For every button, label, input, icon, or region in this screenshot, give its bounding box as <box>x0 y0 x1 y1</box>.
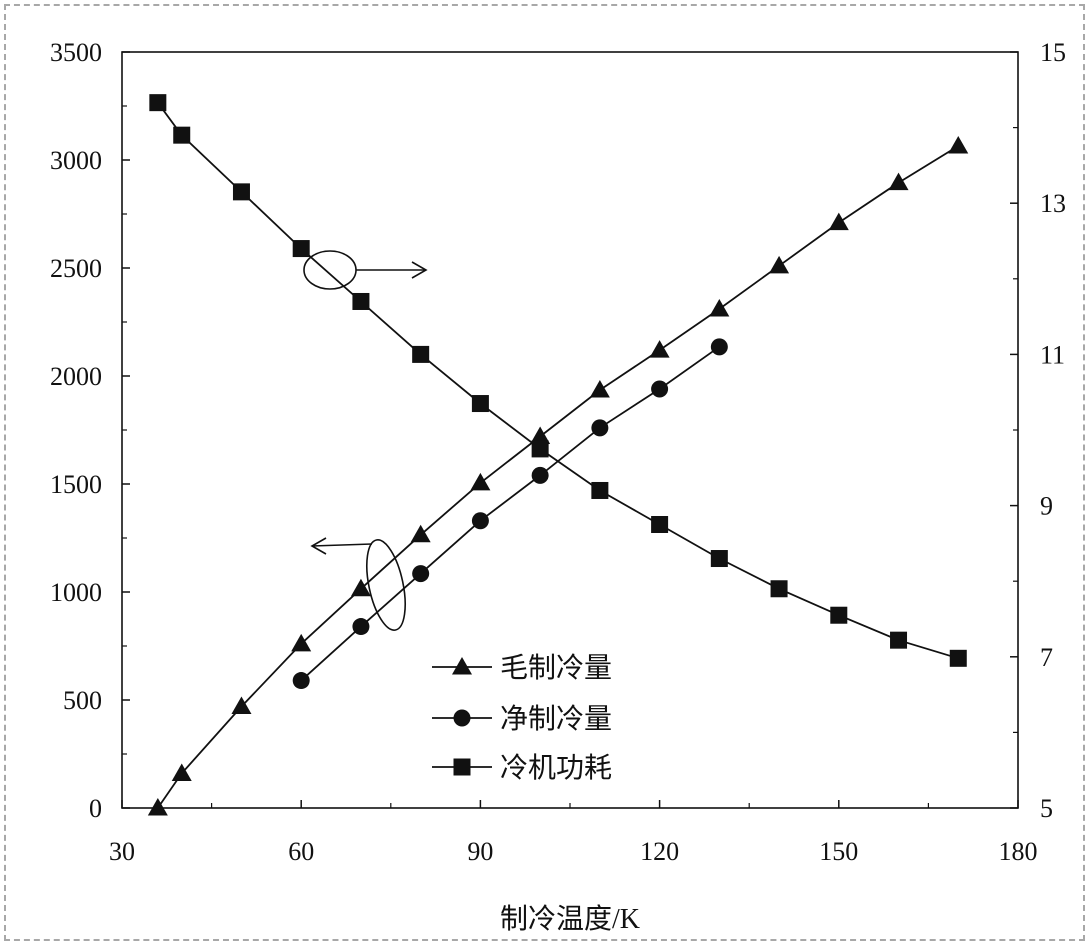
series-3-point <box>232 183 250 201</box>
series-1-point <box>410 524 431 543</box>
image-frame <box>4 4 1085 941</box>
legend-marker-square <box>453 758 471 776</box>
series-2-point <box>531 466 549 484</box>
series-1-point <box>231 696 252 714</box>
series-1-point <box>769 255 790 274</box>
series-1-point <box>649 340 670 358</box>
y-tick-label: 1000 <box>50 578 102 607</box>
series-2-point <box>710 338 728 356</box>
axis-indicator-ellipse-right <box>303 250 357 290</box>
legend-label-1: 毛制冷量 <box>500 652 612 684</box>
series-3-point <box>412 345 430 363</box>
series-2-point <box>412 565 430 583</box>
arrow-head-left <box>310 537 327 555</box>
series-3-point <box>830 606 848 624</box>
legend-marker-triangle <box>452 657 472 675</box>
y-right-tick-label: 5 <box>1040 794 1053 823</box>
series-3-point <box>949 649 967 667</box>
y-tick-label: 3000 <box>50 146 102 175</box>
axis-indicator-ellipse-left <box>366 539 406 631</box>
y-tick-label: 3500 <box>50 38 102 67</box>
series-line-2 <box>300 346 720 682</box>
series-3-point <box>890 631 908 649</box>
series-1-point <box>948 135 969 154</box>
series-2-point <box>651 380 669 398</box>
y-tick-label: 2500 <box>50 254 102 283</box>
x-tick-label: 180 <box>999 837 1038 866</box>
y-right-tick-label: 7 <box>1040 643 1053 672</box>
series-3-point <box>149 94 167 112</box>
axis-indicator-arrow-left <box>311 543 373 547</box>
series-1-point <box>589 380 610 398</box>
series-3-point <box>770 580 788 598</box>
y-tick-label: 1500 <box>50 470 102 499</box>
y-right-tick-label: 15 <box>1040 38 1066 67</box>
series-1-point <box>888 172 909 191</box>
series-2-point <box>352 618 370 636</box>
y-tick-label: 500 <box>63 686 102 715</box>
x-tick-label: 120 <box>640 837 679 866</box>
series-2-point <box>471 512 489 530</box>
series-3-point <box>591 481 609 499</box>
series-3-point <box>531 440 549 458</box>
series-1-point <box>350 578 371 597</box>
series-1-point <box>171 763 192 781</box>
series-2-point <box>591 419 609 437</box>
series-1-point <box>530 426 551 444</box>
x-tick-label: 150 <box>819 837 858 866</box>
series-3-point <box>651 516 669 533</box>
series-line-3 <box>157 102 959 660</box>
series-1-point <box>291 633 312 652</box>
plot-area <box>121 51 1019 809</box>
series-1-point <box>828 212 849 231</box>
series-3-point <box>173 126 191 144</box>
x-tick-label: 60 <box>288 837 314 866</box>
series-3-point <box>471 395 489 413</box>
x-tick-label: 30 <box>109 837 135 866</box>
y-right-tick-label: 11 <box>1040 340 1065 369</box>
y-right-tick-label: 13 <box>1040 189 1066 218</box>
y-right-tick-label: 9 <box>1040 492 1053 521</box>
x-axis-label: 制冷温度/K <box>500 903 640 935</box>
legend-marker-circle <box>453 709 471 727</box>
series-1-point <box>147 798 168 816</box>
series-2-point <box>292 672 310 690</box>
legend-label-2: 净制冷量 <box>500 703 612 735</box>
series-3-point <box>292 240 310 258</box>
arrow-head-right <box>411 261 428 279</box>
series-3-point <box>352 292 370 310</box>
x-tick-label: 90 <box>467 837 493 866</box>
series-1-point <box>470 472 491 491</box>
series-1-point <box>709 299 730 317</box>
y-tick-label: 0 <box>89 794 102 823</box>
legend-label-3: 冷机功耗 <box>500 752 612 784</box>
series-3-point <box>710 550 728 568</box>
y-tick-label: 2000 <box>50 362 102 391</box>
